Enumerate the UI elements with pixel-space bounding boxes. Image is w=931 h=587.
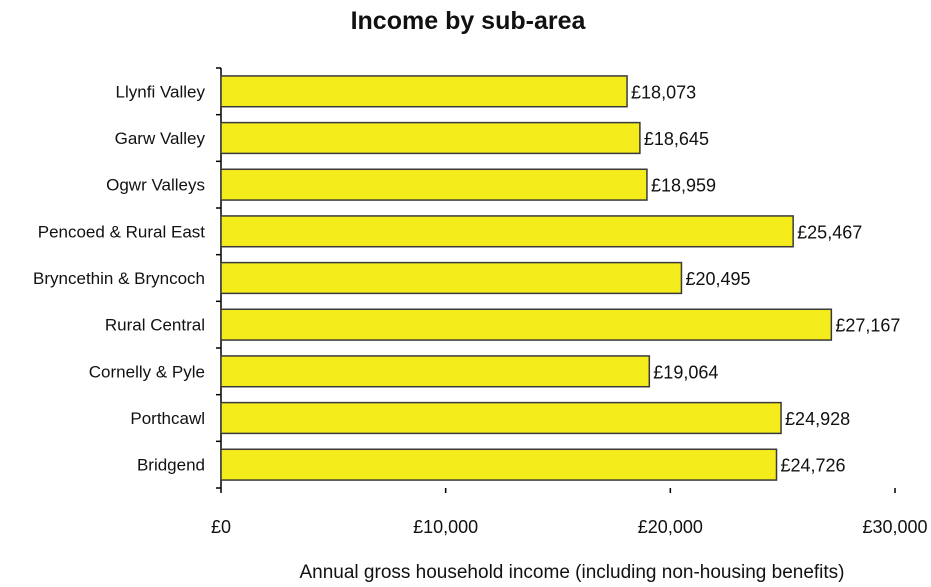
category-label: Rural Central [105,316,205,335]
category-label: Ogwr Valleys [106,176,205,195]
value-label: £18,073 [631,82,696,102]
value-label: £20,495 [685,269,750,289]
bar [220,75,628,108]
bar [220,401,782,435]
value-label: £19,064 [653,362,718,382]
value-label: £18,645 [644,129,709,149]
bar [220,121,641,155]
value-label: £24,928 [785,409,850,429]
x-tick-label: £30,000 [862,517,927,537]
value-label: £24,726 [781,456,846,476]
plot-area: Llynfi Valley £18,073 Garw Valley £18,645 Og… [33,67,928,537]
category-label: Pencoed & Rural East [38,222,206,241]
x-tick-label: £0 [211,517,231,537]
value-label: £18,959 [651,176,716,196]
value-label: £25,467 [797,222,862,242]
category-label: Cornelly & Pyle [89,362,205,381]
bar [220,355,651,388]
x-tick-label: £20,000 [638,517,703,537]
bar [220,261,683,295]
category-label: Porthcawl [130,409,205,428]
category-label: Llynfi Valley [116,82,206,101]
bar [220,215,794,248]
chart-title: Income by sub-area [351,7,587,35]
category-label: Bryncethin & Bryncoch [33,269,205,288]
value-label: £27,167 [835,316,900,336]
bar [220,168,648,201]
category-label: Garw Valley [115,129,206,148]
bar [220,308,833,341]
x-tick-label: £10,000 [413,517,478,537]
x-axis-label: Annual gross household income (including… [299,562,844,583]
bar [220,448,778,481]
category-label: Bridgend [137,456,205,475]
